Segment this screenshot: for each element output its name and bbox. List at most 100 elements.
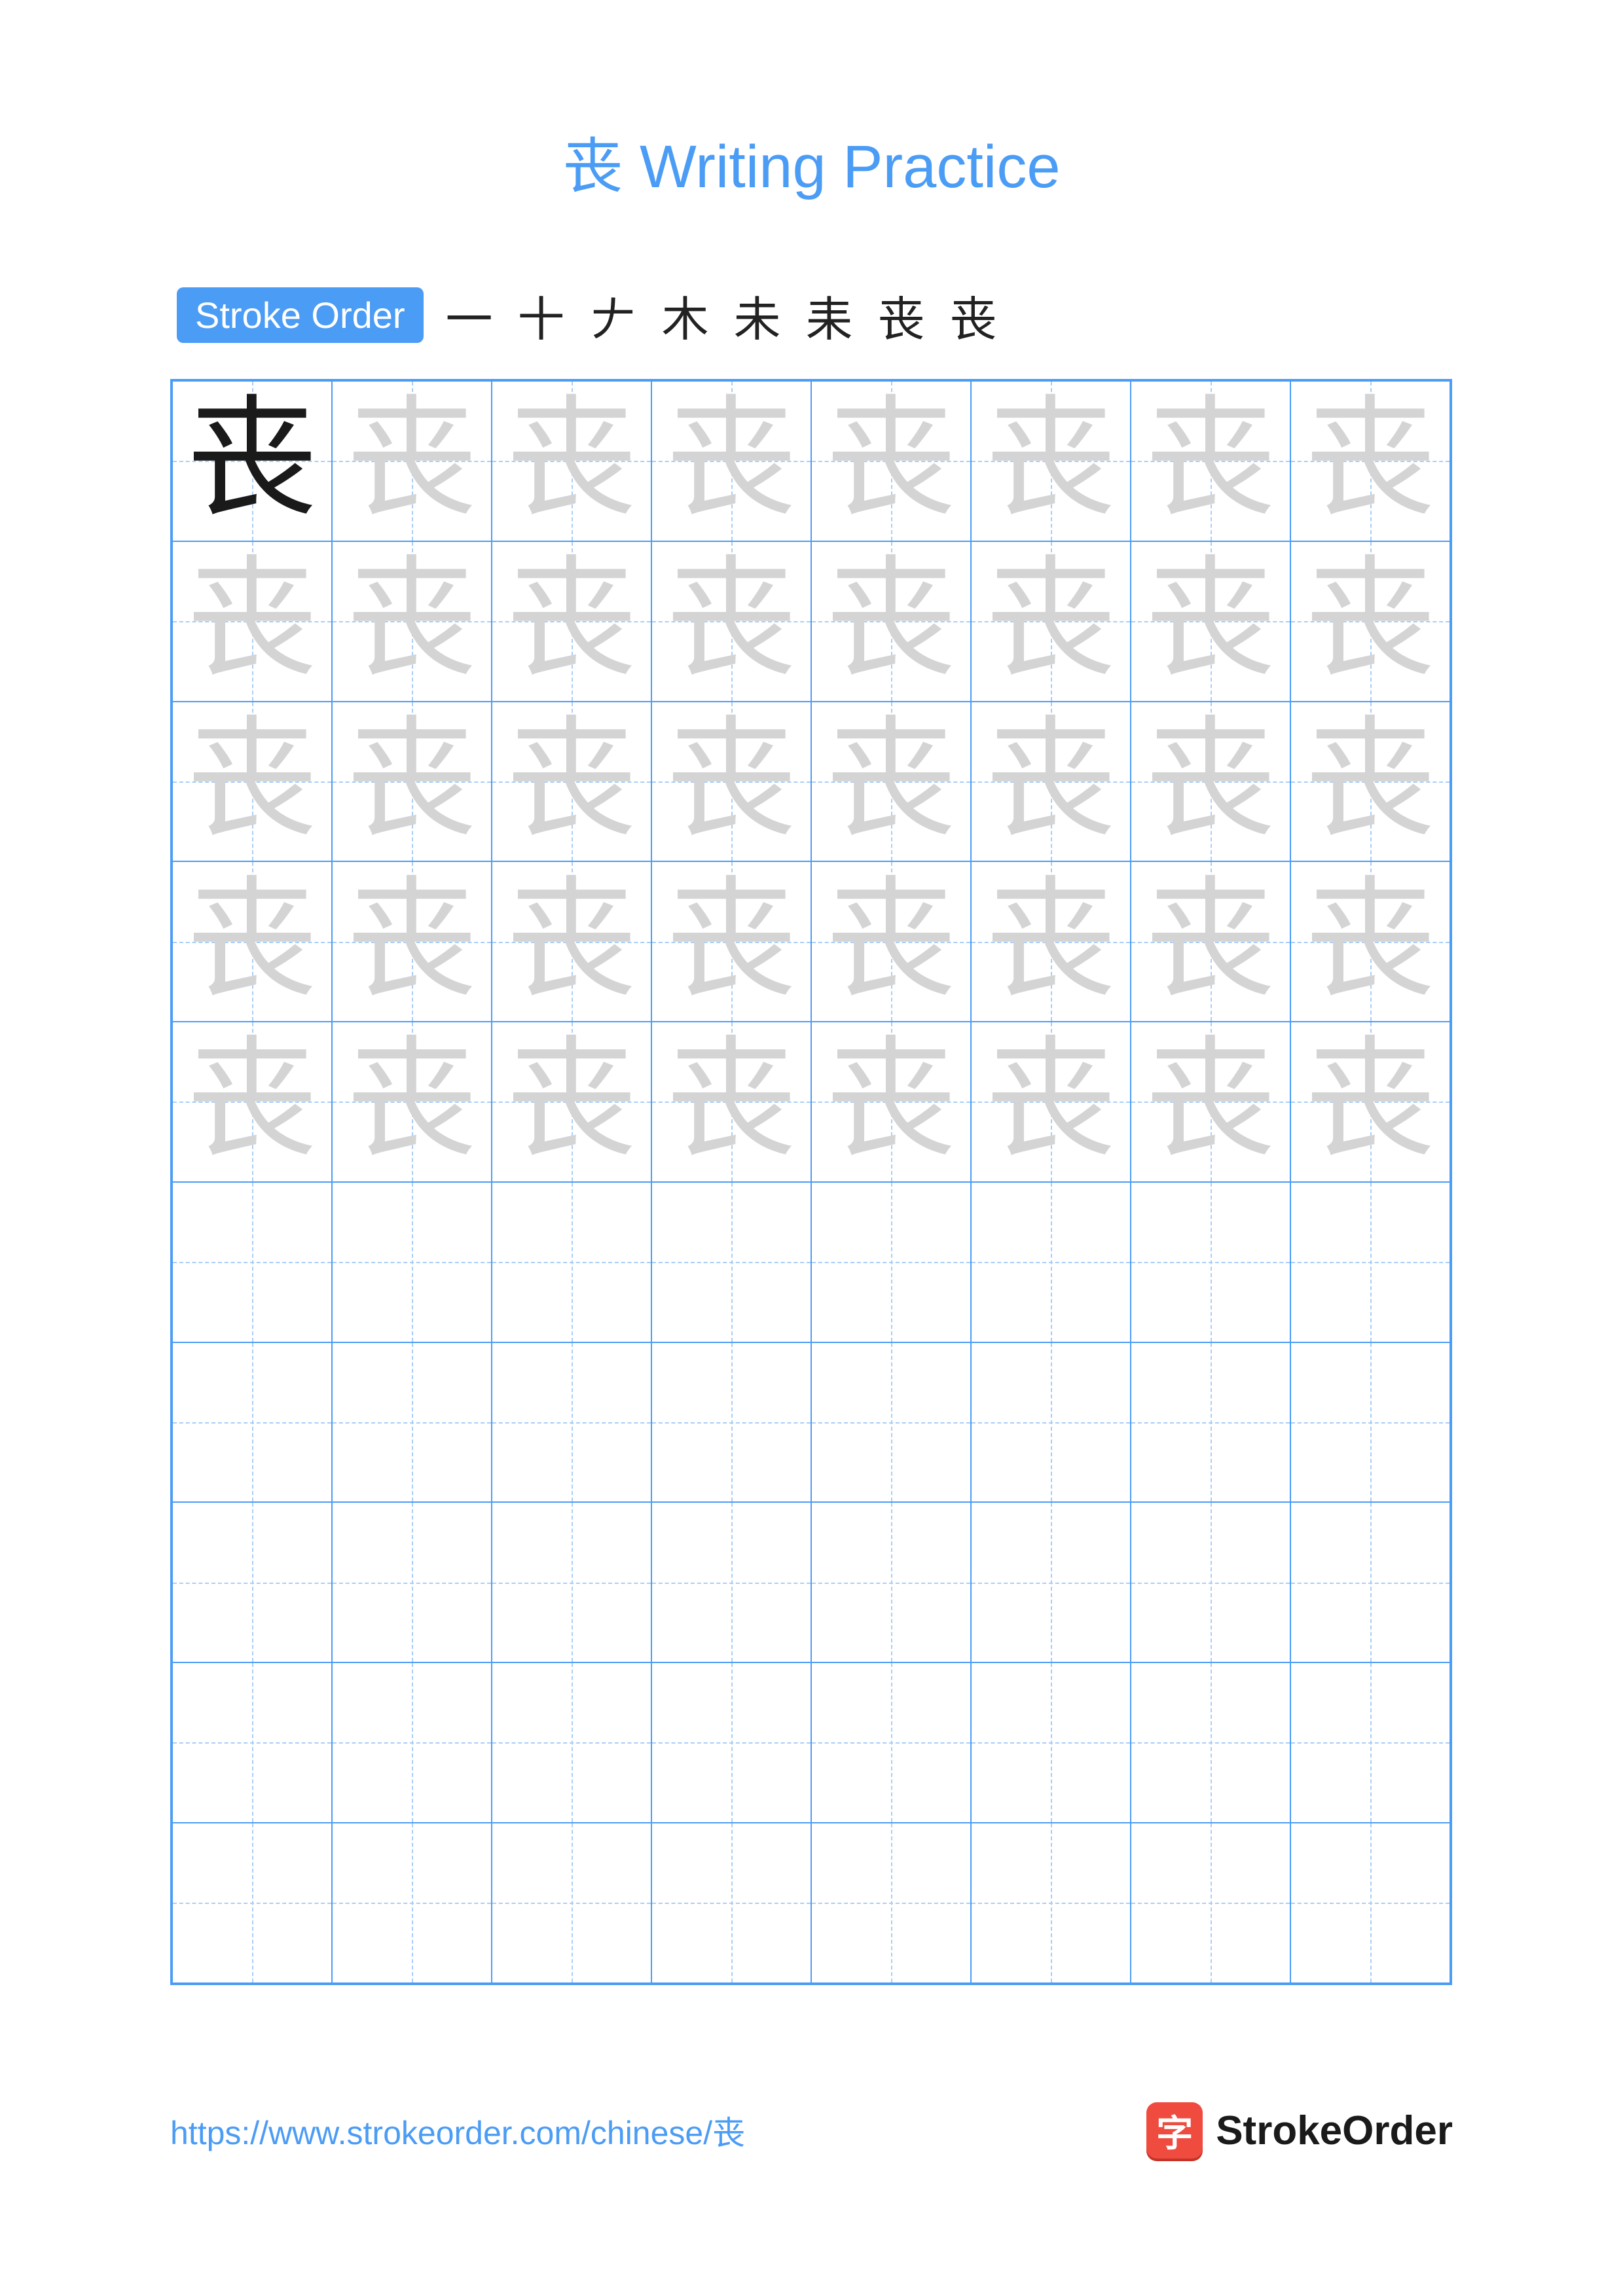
grid-cell <box>1290 1502 1450 1662</box>
ghost-char: 丧 <box>506 556 637 687</box>
ghost-char: 丧 <box>826 1036 957 1167</box>
stroke-step-1: 一 <box>438 283 501 346</box>
grid-cell: 丧 <box>1290 702 1450 862</box>
ghost-char: 丧 <box>346 556 477 687</box>
stroke-step-3: 𠂇 <box>582 283 645 346</box>
grid-cell: 丧 <box>971 1022 1131 1182</box>
grid-cell: 丧 <box>1290 381 1450 541</box>
grid-cell: 丧 <box>332 1022 492 1182</box>
ghost-char: 丧 <box>1145 395 1276 526</box>
grid-cell: 丧 <box>492 381 651 541</box>
grid-cell: 丧 <box>811 381 971 541</box>
stroke-step-4: 木 <box>654 283 717 346</box>
grid-cell: 丧 <box>1131 381 1290 541</box>
stroke-step-2: 十 <box>510 283 573 346</box>
ghost-char: 丧 <box>1305 876 1436 1007</box>
ghost-char: 丧 <box>506 876 637 1007</box>
grid-cell <box>492 1342 651 1503</box>
grid-cell: 丧 <box>971 541 1131 702</box>
grid-cell <box>172 1823 332 1983</box>
grid-cell <box>332 1342 492 1503</box>
grid-cell: 丧 <box>1131 541 1290 702</box>
grid-cell <box>651 1182 811 1342</box>
stroke-step-8: 丧 <box>942 283 1005 346</box>
grid-cell <box>1131 1182 1290 1342</box>
grid-cell: 丧 <box>971 381 1131 541</box>
grid-cell <box>651 1823 811 1983</box>
grid-row <box>172 1342 1450 1503</box>
ghost-char: 丧 <box>506 395 637 526</box>
grid-cell <box>1131 1502 1290 1662</box>
grid-cell <box>172 1662 332 1823</box>
grid-cell <box>971 1342 1131 1503</box>
grid-cell <box>172 1342 332 1503</box>
grid-row: 丧丧丧丧丧丧丧丧 <box>172 702 1450 862</box>
grid-cell: 丧 <box>492 541 651 702</box>
grid-cell: 丧 <box>651 702 811 862</box>
ghost-char: 丧 <box>1145 716 1276 847</box>
grid-cell <box>811 1502 971 1662</box>
ghost-char: 丧 <box>1305 716 1436 847</box>
ghost-char: 丧 <box>985 556 1116 687</box>
grid-cell: 丧 <box>811 541 971 702</box>
grid-row: 丧丧丧丧丧丧丧丧 <box>172 381 1450 541</box>
grid-cell: 丧 <box>332 861 492 1022</box>
ghost-char: 丧 <box>346 876 477 1007</box>
grid-cell <box>332 1182 492 1342</box>
grid-row <box>172 1823 1450 1983</box>
footer-brand[interactable]: 字 StrokeOrder <box>1146 2102 1453 2159</box>
grid-cell: 丧 <box>172 381 332 541</box>
grid-cell <box>172 1502 332 1662</box>
grid-cell: 丧 <box>651 381 811 541</box>
page-title: 丧 Writing Practice <box>170 118 1453 205</box>
grid-cell: 丧 <box>971 861 1131 1022</box>
grid-cell: 丧 <box>651 1022 811 1182</box>
ghost-char: 丧 <box>346 716 477 847</box>
ghost-char: 丧 <box>826 556 957 687</box>
ghost-char: 丧 <box>985 716 1116 847</box>
ghost-char: 丧 <box>666 395 797 526</box>
grid-cell <box>1290 1182 1450 1342</box>
grid-cell <box>172 1182 332 1342</box>
grid-cell: 丧 <box>1131 702 1290 862</box>
ghost-char: 丧 <box>666 1036 797 1167</box>
grid-cell <box>971 1823 1131 1983</box>
grid-cell <box>651 1342 811 1503</box>
brand-icon: 字 <box>1146 2102 1203 2159</box>
grid-cell <box>971 1662 1131 1823</box>
grid-cell: 丧 <box>651 861 811 1022</box>
grid-cell: 丧 <box>332 541 492 702</box>
stroke-step-7: 丧 <box>870 283 933 346</box>
grid-row <box>172 1662 1450 1823</box>
ghost-char: 丧 <box>346 1036 477 1167</box>
grid-cell: 丧 <box>651 541 811 702</box>
grid-cell <box>1290 1823 1450 1983</box>
footer-url[interactable]: https://www.strokeorder.com/chinese/丧 <box>170 2107 745 2154</box>
ghost-char: 丧 <box>666 556 797 687</box>
grid-cell: 丧 <box>492 861 651 1022</box>
grid-row: 丧丧丧丧丧丧丧丧 <box>172 541 1450 702</box>
grid-cell: 丧 <box>1290 541 1450 702</box>
grid-cell: 丧 <box>332 381 492 541</box>
grid-cell <box>1131 1342 1290 1503</box>
grid-cell: 丧 <box>1290 861 1450 1022</box>
grid-cell: 丧 <box>1290 1022 1450 1182</box>
ghost-char: 丧 <box>1305 556 1436 687</box>
grid-row <box>172 1502 1450 1662</box>
ghost-char: 丧 <box>1145 876 1276 1007</box>
grid-cell: 丧 <box>971 702 1131 862</box>
grid-cell <box>332 1502 492 1662</box>
ghost-char: 丧 <box>985 395 1116 526</box>
ghost-char: 丧 <box>187 1036 318 1167</box>
grid-cell <box>492 1182 651 1342</box>
stroke-order-section: Stroke Order 一十𠂇木未耒丧丧 <box>177 283 1453 346</box>
grid-cell <box>811 1342 971 1503</box>
grid-cell <box>971 1502 1131 1662</box>
grid-cell <box>1131 1662 1290 1823</box>
example-char: 丧 <box>187 395 318 526</box>
grid-cell: 丧 <box>172 1022 332 1182</box>
ghost-char: 丧 <box>187 556 318 687</box>
ghost-char: 丧 <box>187 876 318 1007</box>
grid-cell: 丧 <box>1131 1022 1290 1182</box>
grid-cell <box>811 1182 971 1342</box>
